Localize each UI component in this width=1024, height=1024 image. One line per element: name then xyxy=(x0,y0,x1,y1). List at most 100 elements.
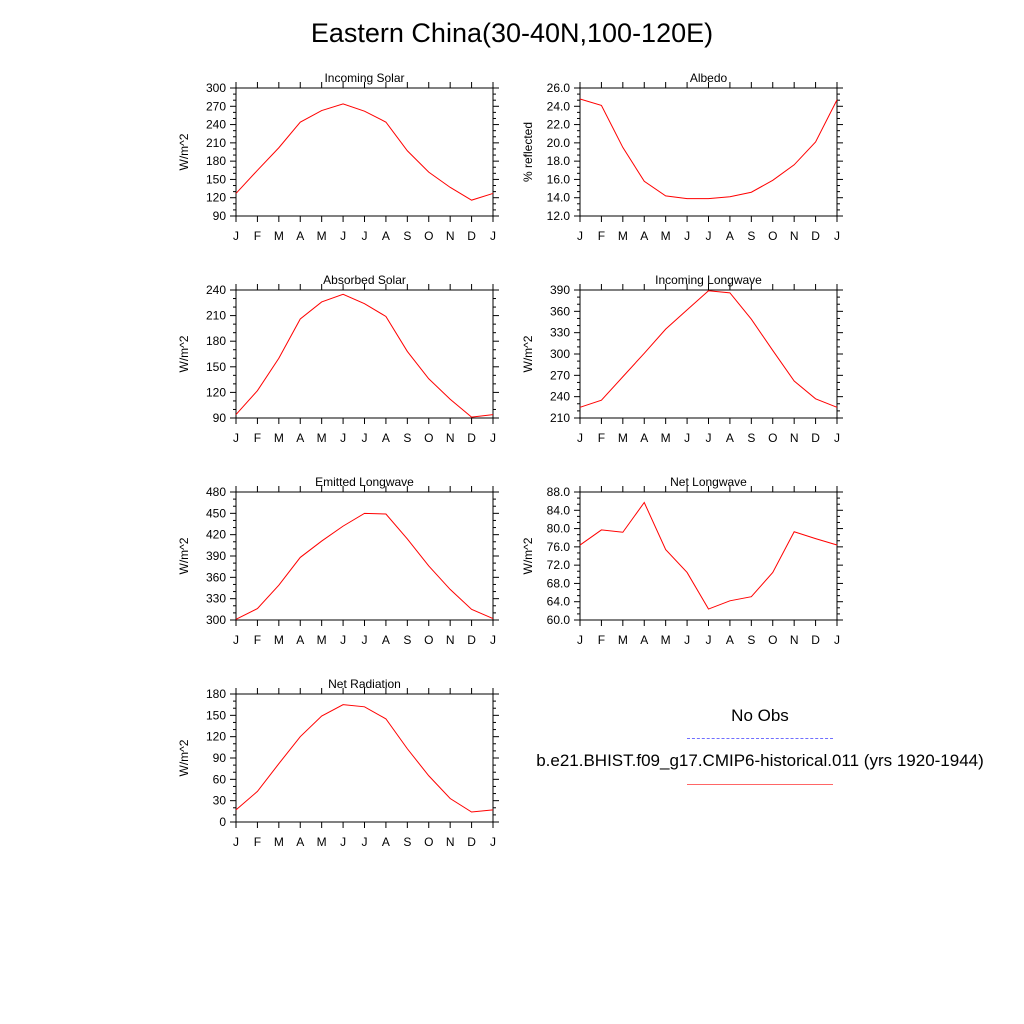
legend-obs-label: No Obs xyxy=(731,706,789,725)
albedo-ylabel: % reflected xyxy=(521,122,535,182)
emitted-longwave-ytick-label: 300 xyxy=(206,613,226,627)
net-radiation-xtick-label: O xyxy=(424,835,433,849)
incoming-solar-title: Incoming Solar xyxy=(324,71,404,85)
net-radiation-xtick-label: M xyxy=(274,835,284,849)
emitted-longwave-frame xyxy=(235,491,494,621)
net-longwave-ytick-label: 88.0 xyxy=(547,485,571,499)
incoming-longwave-xtick-label: M xyxy=(661,431,671,445)
incoming-solar-xtick-label: J xyxy=(233,229,239,243)
incoming-solar-ytick-label: 90 xyxy=(213,209,227,223)
absorbed-solar-xtick-label: J xyxy=(233,431,239,445)
incoming-solar-ytick-label: 300 xyxy=(206,81,226,95)
absorbed-solar-xtick-label: D xyxy=(467,431,476,445)
absorbed-solar-ytick-label: 150 xyxy=(206,360,226,374)
incoming-longwave-xtick-label: A xyxy=(640,431,648,445)
albedo-xtick-label: O xyxy=(768,229,777,243)
net-longwave-xtick-label: M xyxy=(661,633,671,647)
net-radiation-xtick-label: S xyxy=(403,835,411,849)
net-longwave-xtick-label: J xyxy=(834,633,840,647)
net-longwave-ylabel: W/m^2 xyxy=(521,537,535,574)
emitted-longwave-xtick-label: J xyxy=(233,633,239,647)
incoming-longwave-xtick-label: J xyxy=(684,431,690,445)
incoming-longwave-ytick-label: 300 xyxy=(550,347,570,361)
net-longwave-xtick-label: D xyxy=(811,633,820,647)
net-radiation-ytick-label: 30 xyxy=(213,794,227,808)
net-radiation-frame xyxy=(235,693,494,823)
emitted-longwave-xtick-label: N xyxy=(446,633,455,647)
absorbed-solar-xtick-label: J xyxy=(362,431,368,445)
net-longwave-xtick-label: F xyxy=(598,633,605,647)
incoming-solar-series-line xyxy=(235,103,494,201)
emitted-longwave-xtick-label: S xyxy=(403,633,411,647)
incoming-solar-ytick-label: 120 xyxy=(206,191,226,205)
albedo-xtick-label: F xyxy=(598,229,605,243)
incoming-longwave-xtick-label: D xyxy=(811,431,820,445)
net-longwave-ytick-label: 76.0 xyxy=(547,540,571,554)
emitted-longwave-ytick-label: 330 xyxy=(206,592,226,606)
incoming-solar-xtick-label: J xyxy=(362,229,368,243)
emitted-longwave-xtick-label: A xyxy=(296,633,304,647)
emitted-longwave-ytick-label: 450 xyxy=(206,506,226,520)
albedo-ytick-label: 16.0 xyxy=(547,172,571,186)
net-radiation-ytick-label: 120 xyxy=(206,730,226,744)
absorbed-solar-title: Absorbed Solar xyxy=(323,273,406,287)
emitted-longwave-xtick-label: J xyxy=(362,633,368,647)
incoming-solar-xtick-label: J xyxy=(340,229,346,243)
absorbed-solar-series-line xyxy=(235,293,494,418)
incoming-solar-ytick-label: 240 xyxy=(206,118,226,132)
net-radiation-xtick-label: J xyxy=(362,835,368,849)
incoming-solar-ytick-label: 270 xyxy=(206,99,226,113)
net-longwave-ytick-label: 84.0 xyxy=(547,503,571,517)
incoming-longwave-ytick-label: 390 xyxy=(550,283,570,297)
net-longwave-ytick-label: 68.0 xyxy=(547,576,571,590)
albedo-xtick-label: J xyxy=(684,229,690,243)
net-longwave-ytick-label: 80.0 xyxy=(547,522,571,536)
net-longwave-xtick-label: N xyxy=(790,633,799,647)
legend-obs-line xyxy=(687,738,833,739)
net-longwave-xtick-label: A xyxy=(640,633,648,647)
incoming-longwave-xtick-label: N xyxy=(790,431,799,445)
incoming-longwave-ytick-label: 270 xyxy=(550,368,570,382)
albedo-xtick-label: S xyxy=(747,229,755,243)
net-radiation-xtick-label: N xyxy=(446,835,455,849)
incoming-solar-xtick-label: O xyxy=(424,229,433,243)
net-radiation-ytick-label: 60 xyxy=(213,772,227,786)
emitted-longwave-xtick-label: F xyxy=(254,633,261,647)
incoming-solar-ytick-label: 180 xyxy=(206,154,226,168)
net-longwave-ytick-label: 60.0 xyxy=(547,613,571,627)
emitted-longwave-xtick-label: O xyxy=(424,633,433,647)
absorbed-solar-xtick-label: O xyxy=(424,431,433,445)
net-radiation-title: Net Radiation xyxy=(328,677,401,691)
net-radiation-xtick-label: A xyxy=(382,835,390,849)
incoming-longwave-ytick-label: 240 xyxy=(550,390,570,404)
incoming-longwave-xtick-label: F xyxy=(598,431,605,445)
absorbed-solar-xtick-label: N xyxy=(446,431,455,445)
net-longwave-xtick-label: S xyxy=(747,633,755,647)
net-longwave-xtick-label: J xyxy=(706,633,712,647)
net-longwave-frame xyxy=(579,491,838,621)
emitted-longwave-xtick-label: M xyxy=(274,633,284,647)
albedo-ytick-label: 18.0 xyxy=(547,154,571,168)
albedo-ytick-label: 14.0 xyxy=(547,191,571,205)
albedo-frame xyxy=(579,87,838,217)
net-longwave-xtick-label: J xyxy=(684,633,690,647)
incoming-longwave-ytick-label: 330 xyxy=(550,326,570,340)
net-radiation-xtick-label: A xyxy=(296,835,304,849)
albedo-xtick-label: A xyxy=(726,229,734,243)
emitted-longwave-series-line xyxy=(235,512,494,620)
emitted-longwave-xtick-label: A xyxy=(382,633,390,647)
net-radiation-xtick-label: M xyxy=(317,835,327,849)
albedo-ytick-label: 20.0 xyxy=(547,136,571,150)
incoming-longwave-xtick-label: S xyxy=(747,431,755,445)
incoming-longwave-xtick-label: M xyxy=(618,431,628,445)
absorbed-solar-ylabel: W/m^2 xyxy=(177,335,191,372)
albedo-ytick-label: 12.0 xyxy=(547,209,571,223)
albedo-ytick-label: 24.0 xyxy=(547,99,571,113)
albedo-ytick-label: 22.0 xyxy=(547,118,571,132)
incoming-longwave-xtick-label: J xyxy=(577,431,583,445)
absorbed-solar-xtick-label: J xyxy=(340,431,346,445)
